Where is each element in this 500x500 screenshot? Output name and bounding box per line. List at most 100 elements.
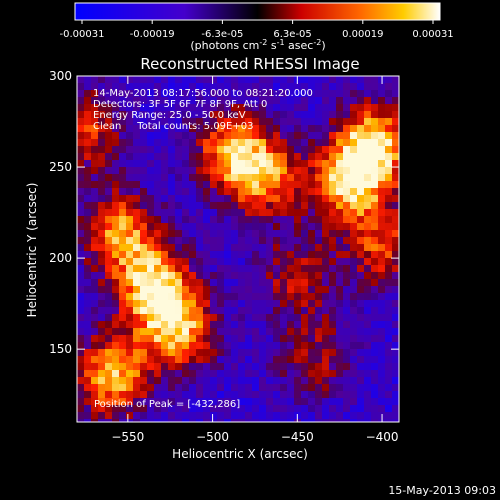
heatmap-cell <box>301 328 308 335</box>
heatmap-cell <box>308 258 315 265</box>
heatmap-cell <box>301 174 308 181</box>
heatmap-cell <box>294 391 301 398</box>
heatmap-cell <box>350 258 357 265</box>
heatmap-cell <box>105 412 112 419</box>
heatmap-cell <box>315 104 322 111</box>
heatmap-cell <box>91 384 98 391</box>
heatmap-cell <box>175 293 182 300</box>
heatmap-cell <box>224 237 231 244</box>
heatmap-cell <box>175 419 182 422</box>
heatmap-cell <box>343 160 350 167</box>
heatmap-cell <box>168 412 175 419</box>
heatmap-cell <box>287 265 294 272</box>
heatmap-cell <box>91 244 98 251</box>
heatmap-cell <box>168 398 175 405</box>
heatmap-cell <box>343 286 350 293</box>
heatmap-cell <box>217 328 224 335</box>
heatmap-cell <box>126 216 133 223</box>
heatmap-cell <box>126 419 133 422</box>
heatmap-cell <box>203 356 210 363</box>
heatmap-cell <box>77 342 84 349</box>
heatmap-cell <box>231 377 238 384</box>
heatmap-cell <box>238 209 245 216</box>
heatmap-cell <box>385 384 392 391</box>
heatmap-cell <box>189 391 196 398</box>
heatmap-cell <box>182 237 189 244</box>
heatmap-cell <box>175 342 182 349</box>
heatmap-cell <box>315 125 322 132</box>
heatmap-cell <box>259 398 266 405</box>
heatmap-cell <box>224 335 231 342</box>
heatmap-cell <box>343 405 350 412</box>
heatmap-cell <box>119 97 126 104</box>
annotation-energy-range: Energy Range: 25.0 - 50.0 keV <box>93 110 246 121</box>
heatmap-cell <box>161 76 168 83</box>
heatmap-cell <box>315 265 322 272</box>
heatmap-cell <box>140 125 147 132</box>
heatmap-cell <box>231 405 238 412</box>
heatmap-cell <box>329 118 336 125</box>
heatmap-cell <box>161 342 168 349</box>
heatmap-cell <box>168 293 175 300</box>
heatmap-cell <box>329 398 336 405</box>
heatmap-cell <box>252 202 259 209</box>
heatmap-cell <box>133 384 140 391</box>
heatmap-cell <box>175 188 182 195</box>
heatmap-cell <box>210 223 217 230</box>
heatmap-cell <box>147 342 154 349</box>
heatmap-cell <box>252 209 259 216</box>
heatmap-cell <box>266 188 273 195</box>
heatmap-cell <box>294 174 301 181</box>
heatmap-cell <box>301 132 308 139</box>
heatmap-cell <box>294 237 301 244</box>
heatmap-cell <box>224 251 231 258</box>
heatmap-cell <box>364 181 371 188</box>
heatmap-cell <box>168 272 175 279</box>
heatmap-cell <box>245 335 252 342</box>
heatmap-cell <box>364 342 371 349</box>
heatmap-cell <box>301 160 308 167</box>
heatmap-cell <box>133 398 140 405</box>
heatmap-cell <box>287 370 294 377</box>
heatmap-cell <box>126 251 133 258</box>
heatmap-cell <box>322 300 329 307</box>
heatmap-cell <box>259 167 266 174</box>
heatmap-cell <box>210 139 217 146</box>
heatmap-cell <box>224 195 231 202</box>
heatmap-cell <box>273 307 280 314</box>
heatmap-cell <box>189 216 196 223</box>
heatmap-cell <box>266 314 273 321</box>
heatmap-cell <box>294 139 301 146</box>
heatmap-cell <box>238 321 245 328</box>
heatmap-cell <box>301 342 308 349</box>
heatmap-cell <box>364 146 371 153</box>
heatmap-cell <box>329 384 336 391</box>
heatmap-cell <box>294 202 301 209</box>
heatmap-cell <box>112 272 119 279</box>
heatmap-cell <box>84 293 91 300</box>
heatmap-cell <box>98 244 105 251</box>
heatmap-cell <box>266 132 273 139</box>
heatmap-cell <box>378 398 385 405</box>
heatmap-cell <box>84 328 91 335</box>
heatmap-cell <box>182 370 189 377</box>
heatmap-cell <box>147 111 154 118</box>
heatmap-cell <box>161 251 168 258</box>
heatmap-cell <box>308 370 315 377</box>
heatmap-cell <box>273 174 280 181</box>
heatmap-cell <box>196 160 203 167</box>
heatmap-cell <box>273 363 280 370</box>
heatmap-cell <box>133 139 140 146</box>
heatmap-cell <box>357 174 364 181</box>
heatmap-cell <box>350 125 357 132</box>
heatmap-cell <box>133 328 140 335</box>
heatmap-cell <box>343 223 350 230</box>
heatmap-cell <box>280 83 287 90</box>
heatmap-cell <box>294 258 301 265</box>
heatmap-cell <box>182 146 189 153</box>
heatmap-cell <box>203 90 210 97</box>
heatmap-cell <box>119 370 126 377</box>
heatmap-cell <box>217 377 224 384</box>
heatmap-cell <box>84 286 91 293</box>
heatmap-cell <box>168 286 175 293</box>
